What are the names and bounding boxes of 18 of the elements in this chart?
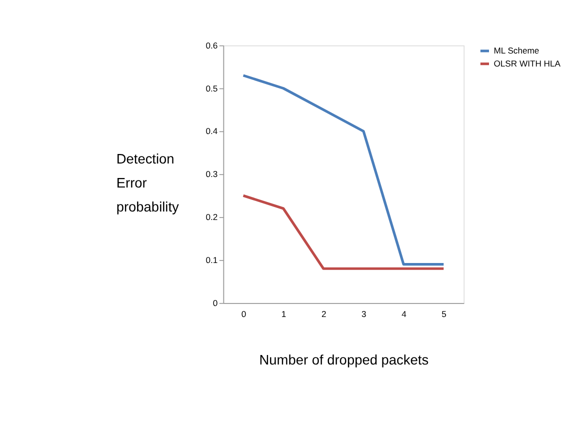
- y-tick-label: 0: [212, 298, 218, 308]
- line-series: [242, 74, 445, 266]
- y-tick-label: 0.4: [206, 126, 218, 136]
- legend-label: ML Scheme: [494, 46, 540, 56]
- x-tick-label: 1: [281, 309, 286, 320]
- x-tick-label: 4: [402, 309, 407, 320]
- legend-label: OLSR WITH HLA: [494, 58, 561, 68]
- y-axis-title: Detection Error probability: [116, 151, 180, 215]
- x-tick-label: 2: [321, 309, 326, 320]
- x-axis-title: Number of dropped packets: [259, 352, 429, 368]
- y-tick-label: 0.1: [206, 255, 218, 266]
- x-tick-label: 5: [442, 309, 447, 320]
- y-tick-label: 0.2: [206, 212, 218, 222]
- x-tick-label: 0: [241, 309, 246, 320]
- y-tick-label: 0.5: [206, 83, 218, 94]
- y-tick-label: 0.6: [206, 40, 218, 50]
- x-tick-label: 3: [362, 309, 367, 320]
- y-tick-label: 0.3: [206, 169, 218, 180]
